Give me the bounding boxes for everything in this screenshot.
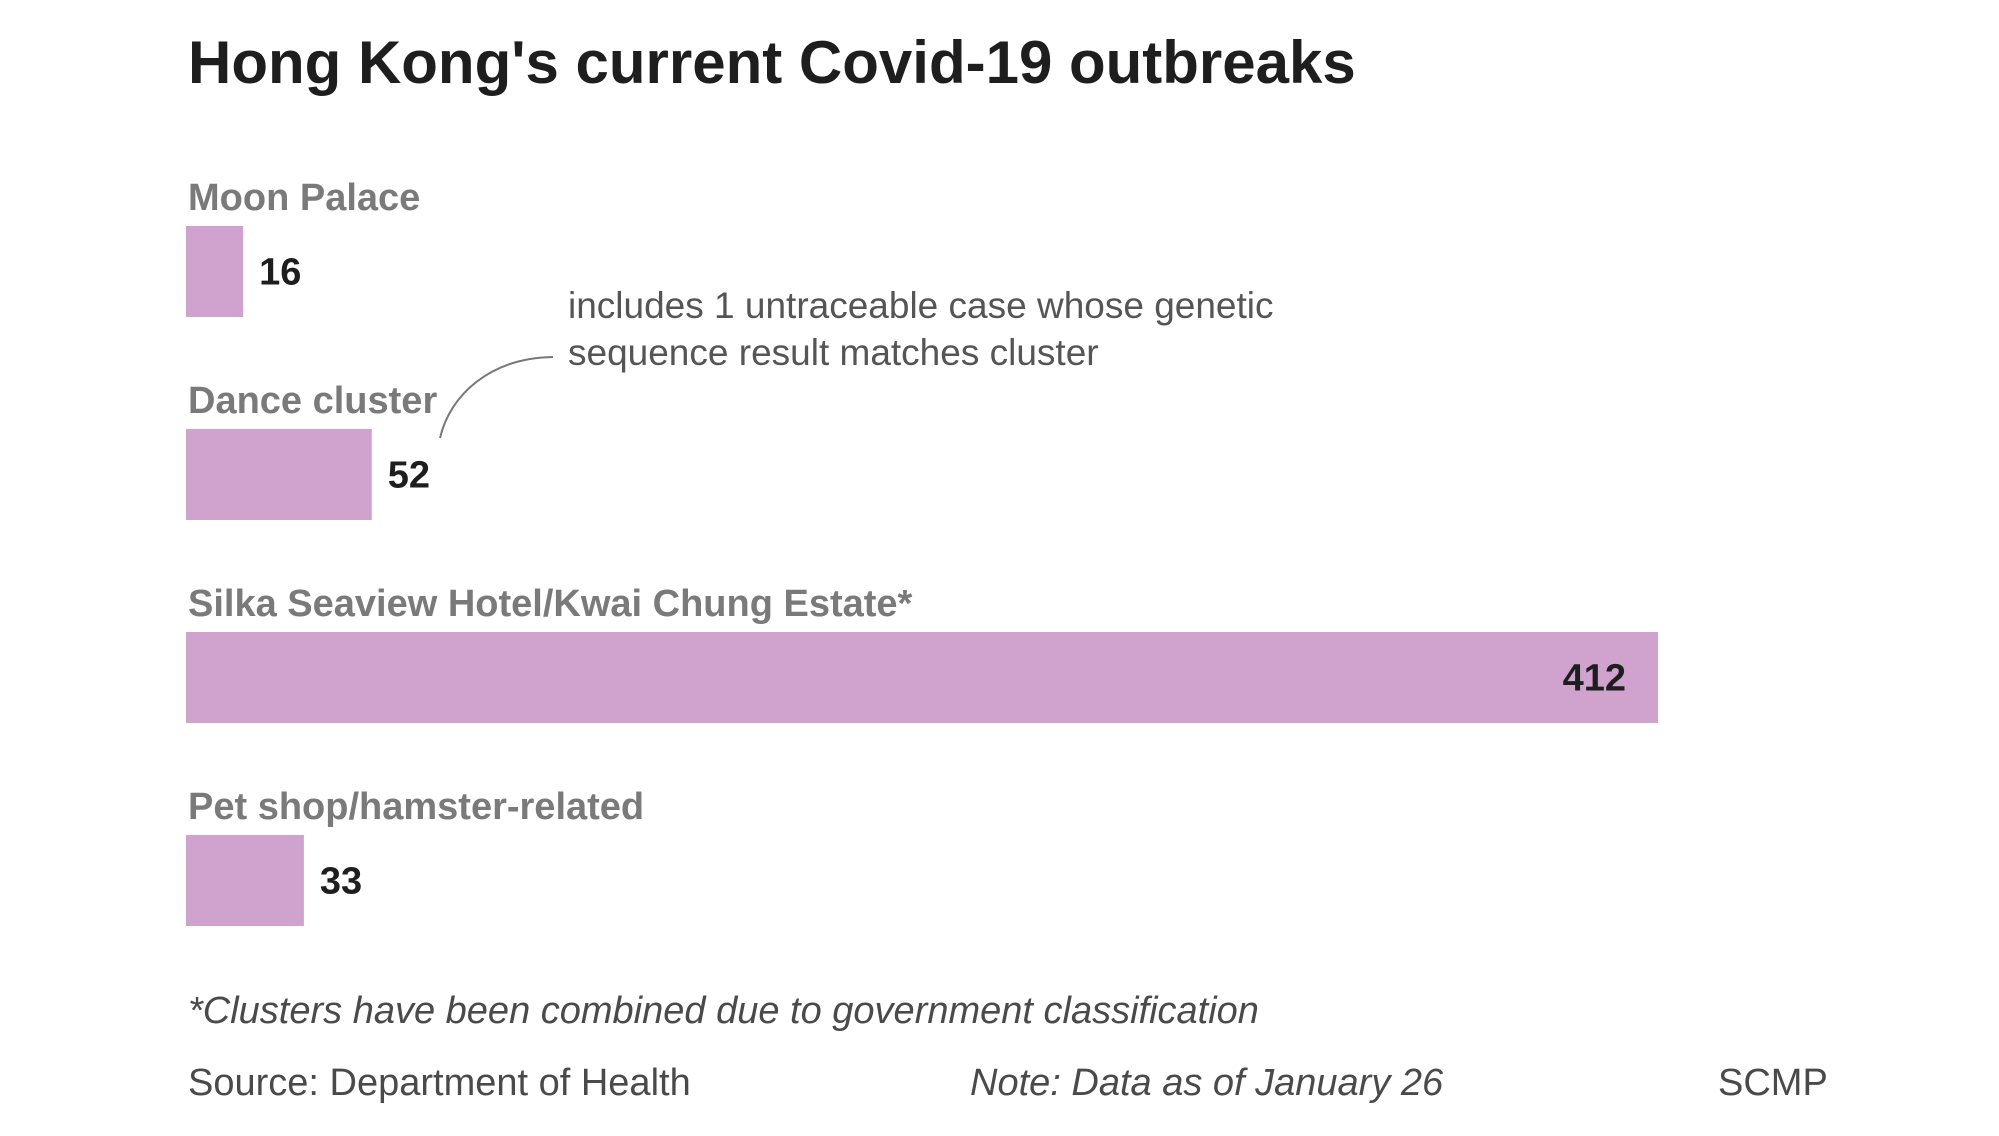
value-label: 16: [259, 252, 301, 294]
bar: [186, 835, 304, 926]
category-label: Silka Seaview Hotel/Kwai Chung Estate*: [188, 583, 913, 625]
value-label: 412: [1563, 658, 1626, 700]
category-label: Moon Palace: [188, 177, 420, 219]
annotation-line-1: includes 1 untraceable case whose geneti…: [568, 285, 1274, 326]
annotation-line-2: sequence result matches cluster: [568, 332, 1099, 373]
bar: [186, 632, 1658, 723]
value-label: 52: [388, 455, 430, 497]
category-label: Pet shop/hamster-related: [188, 786, 644, 828]
annotation: includes 1 untraceable case whose geneti…: [439, 285, 1274, 439]
bar-chart: Moon Palace 16 Dance cluster 52 Silka Seavie…: [186, 177, 1658, 926]
credit-text: SCMP: [1718, 1062, 1828, 1104]
category-label: Dance cluster: [188, 380, 437, 422]
source-text: Source: Department of Health: [188, 1062, 691, 1104]
chart-title: Hong Kong's current Covid-19 outbreaks: [188, 29, 1356, 96]
bar: [186, 429, 372, 520]
bar: [186, 226, 244, 317]
annotation-leader-line: [439, 356, 554, 439]
note-text: Note: Data as of January 26: [970, 1062, 1444, 1104]
value-label: 33: [320, 861, 362, 903]
footnote: *Clusters have been combined due to gove…: [188, 990, 1259, 1032]
